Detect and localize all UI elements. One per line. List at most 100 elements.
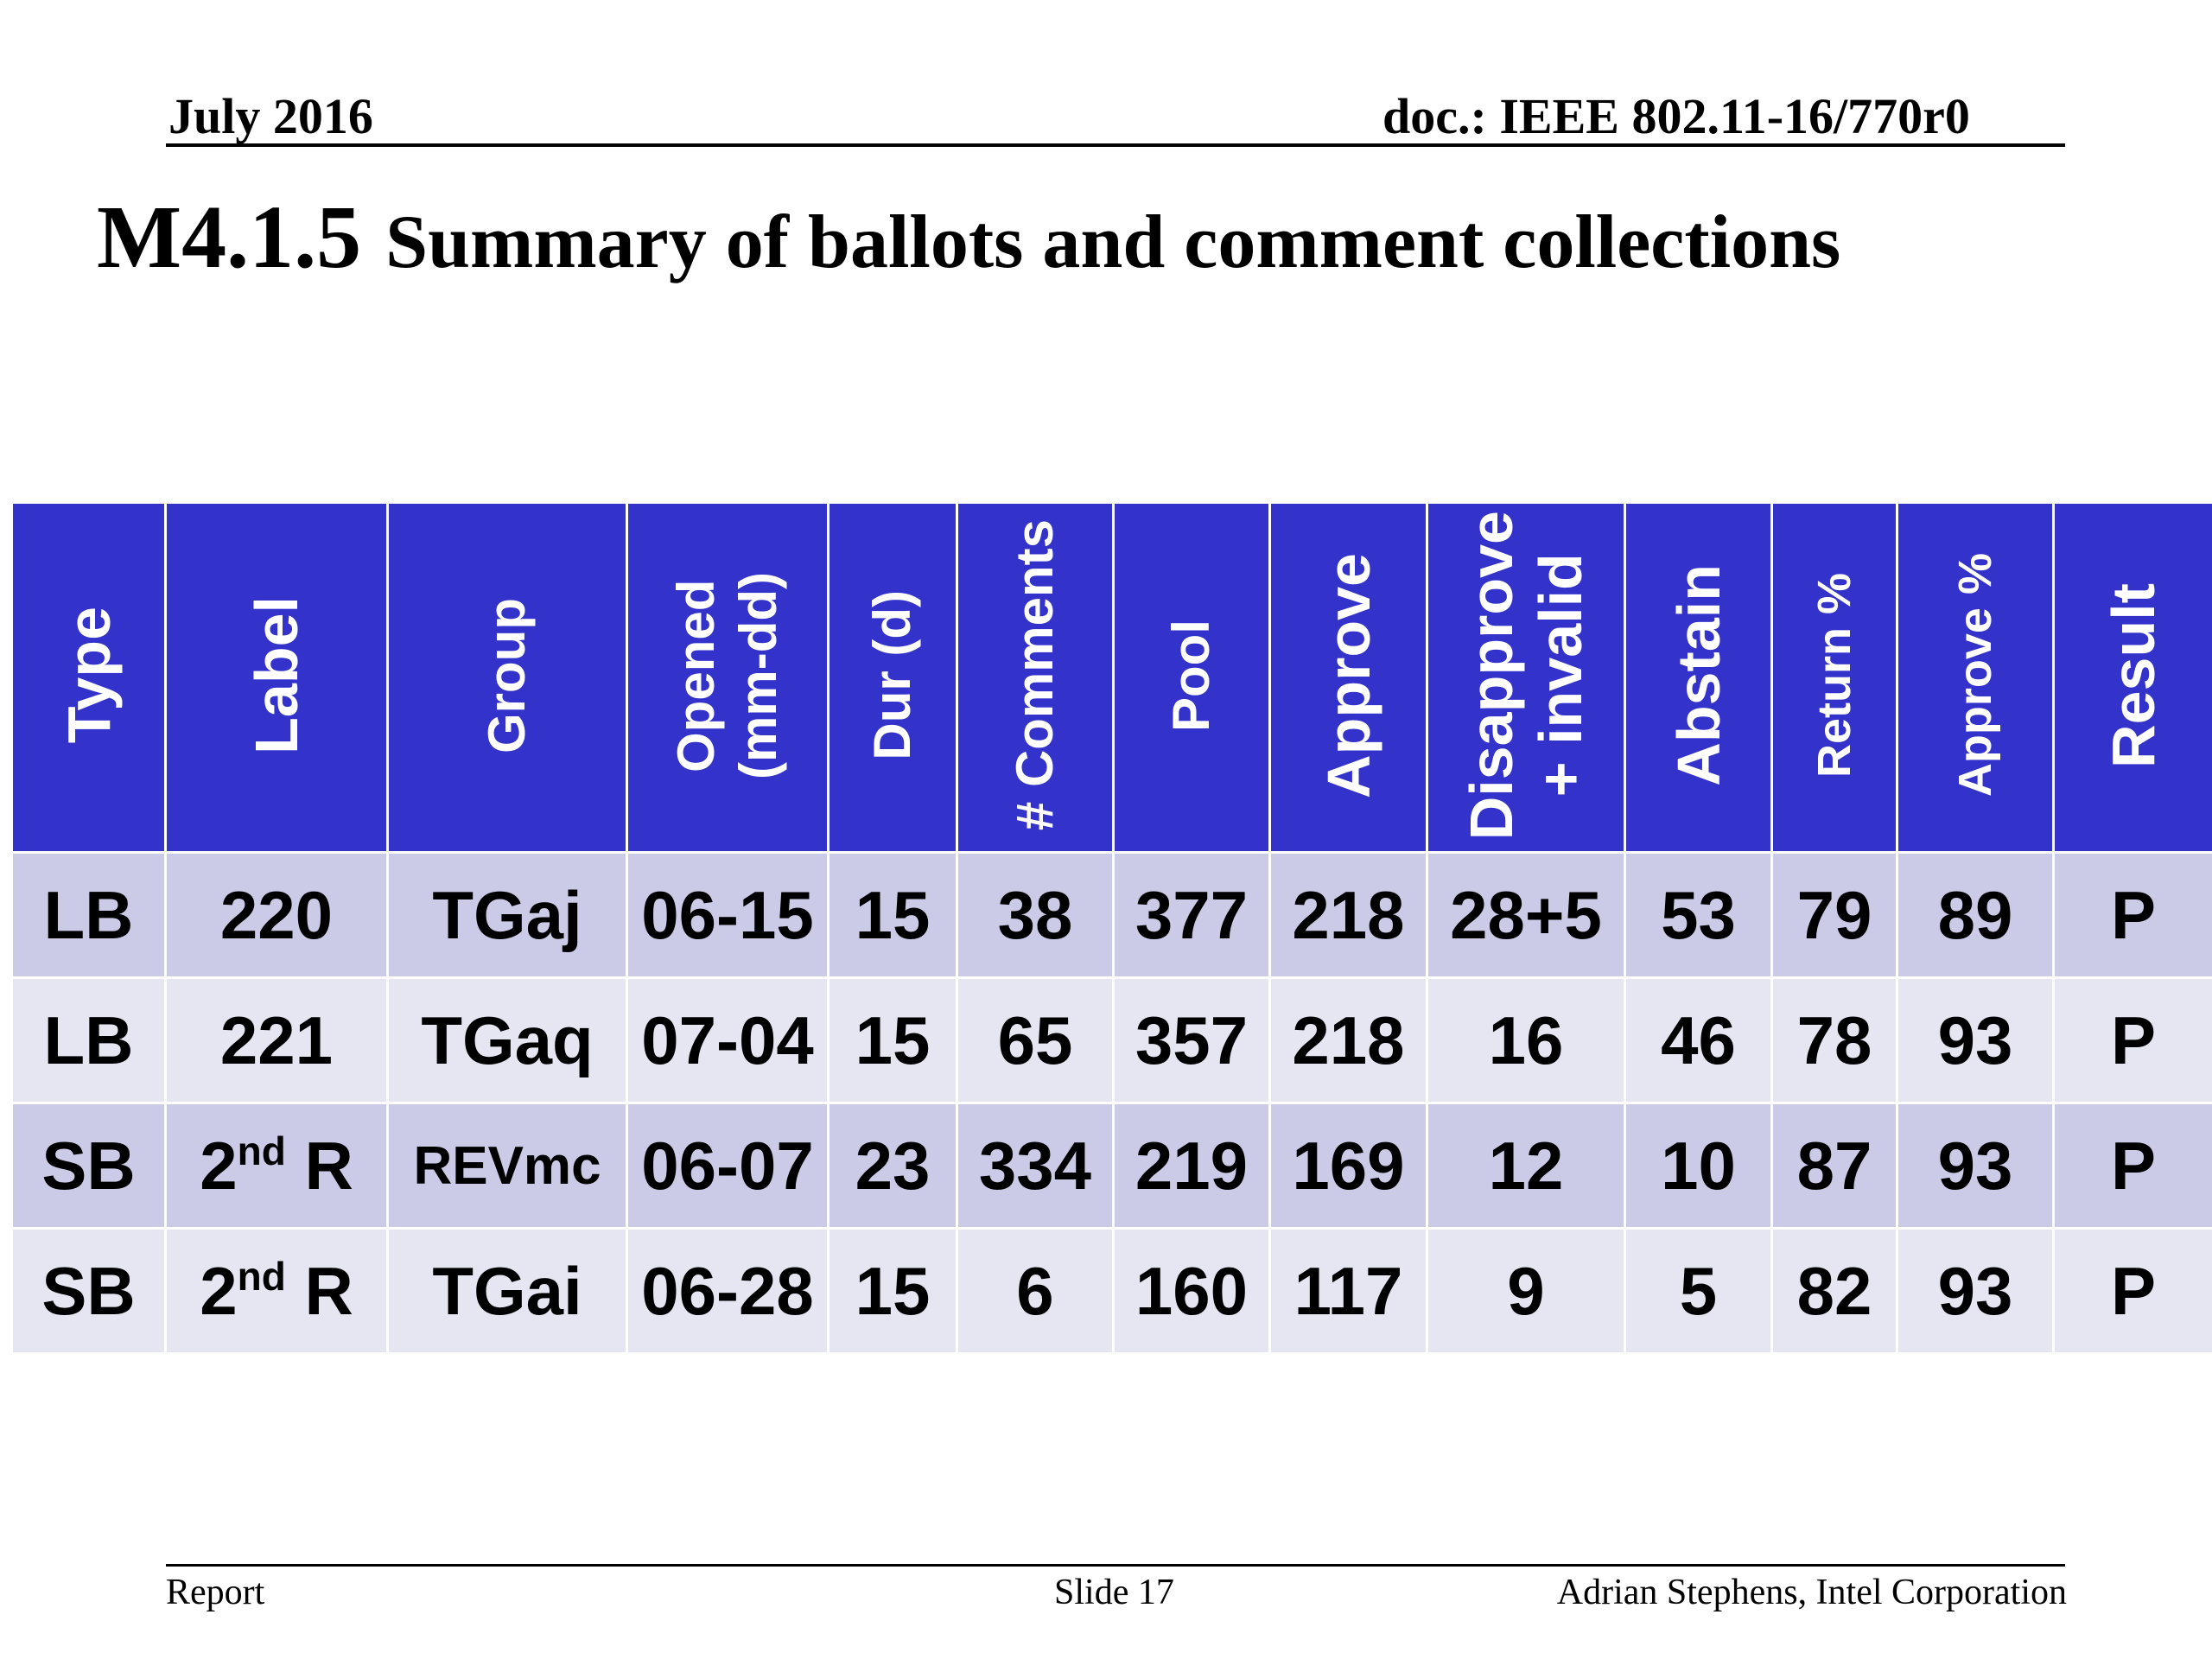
- header-doc-id: doc.: IEEE 802.11-16/770r0: [1382, 88, 1970, 144]
- cell-abstain: 46: [1624, 976, 1773, 1104]
- cell-type: SB: [10, 1102, 167, 1230]
- cell-label-sup: nd: [237, 1128, 286, 1173]
- column-header-label: Approve: [1314, 552, 1382, 798]
- cell-group: TGaq: [386, 976, 628, 1104]
- cell-type: LB: [10, 851, 167, 979]
- column-header-pool: Pool: [1112, 501, 1271, 854]
- cell-abstain: 5: [1624, 1227, 1773, 1355]
- column-header-label: Abstain: [1664, 564, 1732, 786]
- cell-result: P: [2052, 1227, 2212, 1355]
- cell-opened: 06-07: [626, 1102, 830, 1230]
- cell-comments: 38: [956, 851, 1115, 979]
- cell-result: P: [2052, 1102, 2212, 1230]
- column-header-label: Opened (mm-dd): [667, 571, 787, 779]
- cell-disapprove: 28+5: [1426, 851, 1626, 979]
- cell-disapprove: 9: [1426, 1227, 1626, 1355]
- cell-label-main: 2: [200, 1127, 238, 1204]
- footer-author: Adrian Stephens, Intel Corporation: [1556, 1573, 2067, 1612]
- cell-group: TGaj: [386, 851, 628, 979]
- cell-group: TGai: [386, 1227, 628, 1355]
- cell-label-tail: R: [285, 1127, 353, 1204]
- cell-label-main: 220: [219, 876, 334, 953]
- cell-dur: 15: [827, 851, 958, 979]
- column-header-label: Approve %: [1949, 553, 2001, 798]
- column-header-label: Label: [243, 596, 310, 754]
- cell-label: 2nd R: [164, 1102, 389, 1230]
- slide-title-number: M4.1.5: [97, 188, 362, 287]
- table-row: LB 220 TGaj 06-15 15 38 377 218 28+5 53 …: [10, 851, 2212, 979]
- column-header-dur: Dur (d): [827, 501, 958, 854]
- slide-title-text: Summary of ballots and comment collectio…: [385, 200, 1841, 284]
- cell-label-main: 2: [200, 1252, 238, 1329]
- ballot-summary-table: Type Label Group Opened (mm-dd) Dur (d) …: [10, 501, 2212, 1355]
- column-header-abstain: Abstain: [1624, 501, 1773, 854]
- cell-label: 2nd R: [164, 1227, 389, 1355]
- column-header-opened: Opened (mm-dd): [626, 501, 830, 854]
- column-header-label: Result: [2100, 582, 2167, 768]
- cell-opened: 06-28: [626, 1227, 830, 1355]
- column-header-label: Dur (d): [863, 590, 921, 760]
- table-row: SB 2nd R REVmc 06-07 23 334 219 169 12 1…: [10, 1102, 2212, 1230]
- column-header-label: # Comments: [1006, 519, 1064, 831]
- cell-label-sup: nd: [237, 1253, 286, 1299]
- cell-approve: 218: [1268, 976, 1428, 1104]
- cell-pool: 219: [1112, 1102, 1271, 1230]
- header-divider: [166, 143, 2065, 147]
- cell-abstain: 10: [1624, 1102, 1773, 1230]
- cell-pool: 357: [1112, 976, 1271, 1104]
- cell-approve: 117: [1268, 1227, 1428, 1355]
- cell-dur: 15: [827, 976, 958, 1104]
- footer-divider: [166, 1564, 2065, 1567]
- header-date: July 2016: [168, 88, 373, 144]
- cell-approve-pct: 89: [1896, 851, 2055, 979]
- footer-slide-number: Slide 17: [1054, 1573, 1174, 1612]
- column-header-approve-pct: Approve %: [1896, 501, 2055, 854]
- column-header-comments: # Comments: [956, 501, 1115, 854]
- cell-label: 221: [164, 976, 389, 1104]
- cell-comments: 334: [956, 1102, 1115, 1230]
- cell-approve: 169: [1268, 1102, 1428, 1230]
- table-row: LB 221 TGaq 07-04 15 65 357 218 16 46 78…: [10, 976, 2212, 1104]
- column-header-result: Result: [2052, 501, 2212, 854]
- cell-opened: 06-15: [626, 851, 830, 979]
- cell-dur: 23: [827, 1102, 958, 1230]
- slide-title: M4.1.5 Summary of ballots and comment col…: [97, 186, 1840, 315]
- cell-approve-pct: 93: [1896, 1102, 2055, 1230]
- column-header-label: Pool: [1162, 619, 1220, 732]
- cell-approve-pct: 93: [1896, 1227, 2055, 1355]
- column-header-label: Disapprove + invalid: [1458, 510, 1594, 841]
- cell-return-pct: 87: [1770, 1102, 1898, 1230]
- cell-type: SB: [10, 1227, 167, 1355]
- cell-approve-pct: 93: [1896, 976, 2055, 1104]
- cell-label: 220: [164, 851, 389, 979]
- table-row: SB 2nd R TGai 06-28 15 6 160 117 9 5 82 …: [10, 1227, 2212, 1355]
- column-header-label: Group: [478, 597, 536, 753]
- cell-approve: 218: [1268, 851, 1428, 979]
- cell-return-pct: 82: [1770, 1227, 1898, 1355]
- cell-pool: 377: [1112, 851, 1271, 979]
- cell-comments: 65: [956, 976, 1115, 1104]
- column-header-label: Return %: [1808, 572, 1860, 778]
- cell-return-pct: 78: [1770, 976, 1898, 1104]
- cell-result: P: [2052, 851, 2212, 979]
- column-header-disapprove: Disapprove + invalid: [1426, 501, 1626, 854]
- cell-abstain: 53: [1624, 851, 1773, 979]
- cell-dur: 15: [827, 1227, 958, 1355]
- cell-comments: 6: [956, 1227, 1115, 1355]
- column-header-label-col: Label: [164, 501, 389, 854]
- cell-type: LB: [10, 976, 167, 1104]
- cell-disapprove: 16: [1426, 976, 1626, 1104]
- cell-opened: 07-04: [626, 976, 830, 1104]
- column-header-approve: Approve: [1268, 501, 1428, 854]
- table-header-row: Type Label Group Opened (mm-dd) Dur (d) …: [10, 501, 2212, 854]
- cell-label-main: 221: [219, 1001, 334, 1078]
- cell-pool: 160: [1112, 1227, 1271, 1355]
- cell-return-pct: 79: [1770, 851, 1898, 979]
- column-header-return-pct: Return %: [1770, 501, 1898, 854]
- column-header-type: Type: [10, 501, 167, 854]
- footer-report-label: Report: [166, 1573, 265, 1612]
- cell-result: P: [2052, 976, 2212, 1104]
- cell-group: REVmc: [386, 1102, 628, 1230]
- column-header-label: Type: [54, 607, 123, 744]
- column-header-group: Group: [386, 501, 628, 854]
